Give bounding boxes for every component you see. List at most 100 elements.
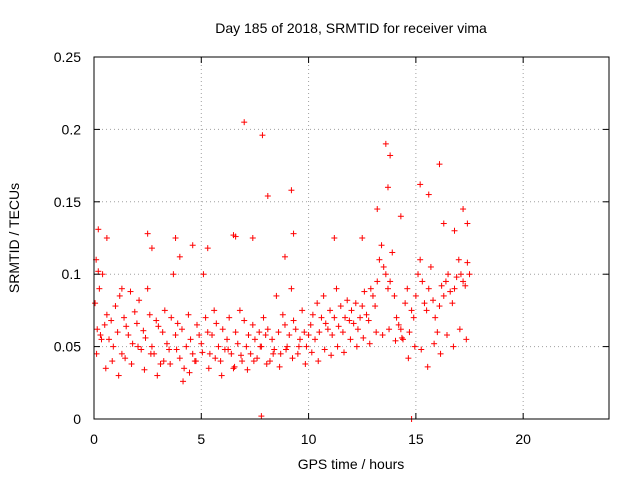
data-point-marker: [245, 332, 252, 339]
data-point-marker: [256, 329, 263, 336]
data-point-marker: [307, 321, 314, 328]
data-point-marker: [153, 317, 160, 324]
data-point-marker: [353, 343, 360, 350]
data-point-marker: [166, 346, 173, 353]
data-point-marker: [109, 358, 116, 365]
data-point-marker: [437, 350, 444, 357]
data-point-marker: [231, 363, 238, 370]
data-point-marker: [259, 132, 266, 139]
data-point-marker: [146, 311, 153, 318]
data-point-marker: [142, 334, 149, 341]
data-point-marker: [445, 271, 452, 278]
data-point-marker: [283, 346, 290, 353]
data-point-marker: [346, 317, 353, 324]
data-point-marker: [254, 355, 261, 362]
data-point-marker: [359, 235, 366, 241]
data-point-marker: [288, 187, 295, 194]
data-point-marker: [250, 358, 257, 365]
data-point-marker: [321, 346, 328, 353]
data-point-marker: [180, 378, 187, 385]
data-point-marker: [95, 226, 102, 233]
data-point-marker: [215, 343, 222, 350]
data-point-marker: [425, 285, 432, 292]
x-axis-label: GPS time / hours: [298, 456, 405, 472]
data-point-marker: [244, 366, 251, 373]
data-point-marker: [154, 372, 161, 379]
data-point-marker: [299, 307, 306, 314]
data-point-marker: [361, 288, 368, 295]
data-point-marker: [241, 119, 248, 126]
data-point-marker: [318, 314, 325, 321]
data-point-marker: [114, 329, 121, 336]
data-point-marker: [391, 292, 398, 299]
data-point-marker: [424, 363, 431, 370]
data-point-marker: [400, 336, 406, 343]
data-point-marker: [101, 321, 108, 328]
data-point-marker: [419, 278, 426, 285]
data-point-marker: [144, 285, 151, 292]
data-point-marker: [392, 337, 399, 344]
data-point-marker: [163, 340, 170, 347]
data-point-marker: [108, 317, 115, 324]
data-point-marker: [112, 303, 119, 310]
data-point-marker: [172, 235, 179, 241]
data-point-marker: [288, 285, 295, 292]
data-point-marker: [447, 288, 454, 295]
data-point-marker: [398, 334, 405, 341]
data-point-marker: [204, 329, 211, 336]
data-point-marker: [128, 360, 135, 367]
data-point-marker: [206, 350, 213, 357]
data-point-marker: [378, 242, 385, 249]
data-point-marker: [417, 256, 424, 263]
data-point-marker: [103, 311, 110, 318]
data-point-marker: [239, 358, 246, 365]
data-point-marker: [350, 320, 357, 327]
data-point-marker: [324, 326, 331, 333]
data-point-marker: [209, 332, 216, 339]
data-point-marker: [94, 326, 101, 333]
data-point-marker: [289, 355, 296, 362]
data-point-marker: [404, 285, 411, 292]
data-point-marker: [464, 220, 471, 227]
data-point-marker: [217, 358, 224, 365]
data-point-marker: [406, 329, 413, 336]
x-tick-label: 10: [301, 431, 317, 447]
data-point-marker: [279, 311, 286, 318]
data-point-marker: [144, 230, 151, 237]
data-point-marker: [178, 326, 185, 333]
data-point-marker: [402, 300, 409, 307]
data-point-marker: [352, 300, 359, 307]
data-point-marker: [320, 292, 327, 299]
data-point-marker: [157, 360, 164, 367]
data-point-marker: [386, 326, 393, 333]
data-point-marker: [363, 311, 370, 318]
data-point-marker: [110, 343, 117, 350]
data-point-marker: [133, 320, 140, 327]
data-point-marker: [189, 350, 196, 357]
data-point-marker: [225, 346, 232, 353]
data-points: [92, 119, 473, 422]
data-point-marker: [302, 360, 309, 367]
data-point-marker: [161, 307, 168, 314]
data-point-marker: [160, 358, 167, 365]
data-point-marker: [449, 300, 456, 307]
data-point-marker: [264, 326, 271, 333]
data-point-marker: [176, 355, 183, 362]
data-point-marker: [249, 235, 256, 241]
data-point-marker: [106, 336, 113, 343]
data-point-marker: [316, 329, 323, 336]
x-tick-label: 5: [197, 431, 205, 447]
data-point-marker: [340, 349, 347, 356]
data-point-marker: [382, 140, 389, 147]
y-tick-label: 0.25: [54, 49, 81, 65]
data-point-marker: [464, 259, 471, 266]
data-point-marker: [277, 350, 284, 357]
data-point-marker: [228, 350, 235, 357]
data-point-marker: [294, 350, 301, 357]
grid: [94, 57, 609, 419]
data-point-marker: [374, 278, 381, 285]
y-tick-label: 0.05: [54, 339, 81, 355]
data-point-marker: [297, 336, 303, 343]
data-point-marker: [234, 340, 241, 347]
